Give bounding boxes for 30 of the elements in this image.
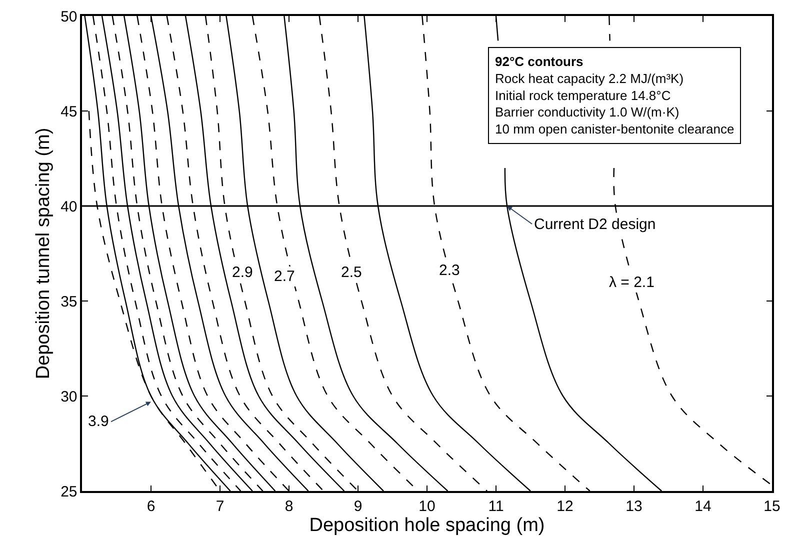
annotation: 3.9 — [88, 413, 109, 430]
y-tick-label: 40 — [60, 198, 78, 216]
x-tick-label: 15 — [764, 498, 780, 515]
annotation: 10 mm open canister-bentonite clearance — [495, 122, 734, 137]
x-tick-label: 7 — [216, 498, 224, 515]
x-tick-label: 6 — [146, 498, 156, 515]
annotation: Rock heat capacity 2.2 MJ/(m³K) — [495, 70, 684, 86]
annotation: 2.9 — [232, 264, 253, 281]
y-tick-label: 35 — [60, 293, 78, 310]
annotation: Initial rock temperature 14.8°C — [495, 88, 671, 103]
annotation: Barrier conductivity 1.0 W/(m·K) — [495, 104, 680, 120]
y-tick-label: 25 — [60, 483, 78, 500]
x-tick-label: 11 — [488, 498, 504, 515]
annotation: 2.3 — [439, 262, 460, 279]
y-axis-title: Deposition tunnel spacing (m) — [32, 128, 54, 380]
annotation: 2.7 — [274, 268, 295, 285]
x-tick-label: 9 — [354, 498, 362, 515]
annotation: 92°C contours — [495, 54, 584, 69]
x-tick-label: 12 — [556, 498, 574, 515]
x-tick-label: 10 — [418, 498, 436, 515]
annotation: Current D2 design — [534, 216, 656, 233]
x-tick-label: 8 — [284, 498, 294, 515]
y-tick-label: 45 — [60, 103, 78, 120]
x-tick-label: 13 — [626, 498, 642, 515]
annotation: 2.5 — [341, 264, 362, 281]
y-tick-label: 30 — [60, 388, 78, 406]
x-tick-label: 14 — [694, 498, 712, 515]
y-tick-label: 50 — [60, 8, 78, 26]
x-axis-title: Deposition hole spacing (m) — [309, 515, 545, 536]
annotation: λ = 2.1 — [609, 274, 654, 291]
